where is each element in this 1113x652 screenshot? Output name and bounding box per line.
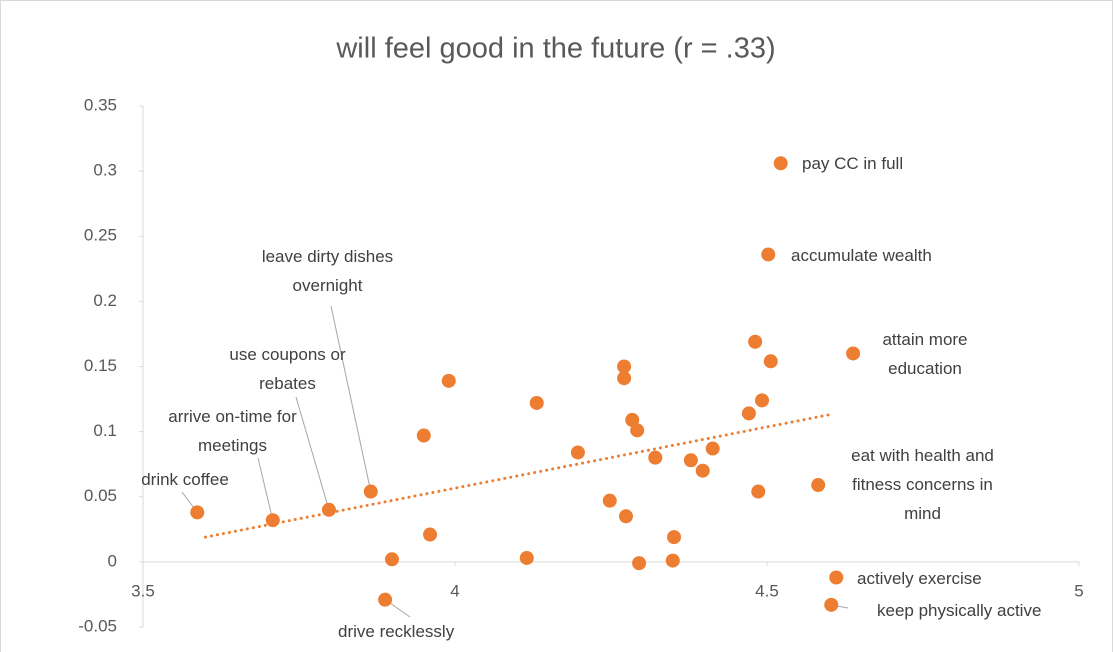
point-label: leave dirty dishes overnight (261, 247, 394, 295)
point (617, 371, 632, 386)
point (384, 552, 399, 567)
point (829, 570, 844, 585)
point (617, 359, 632, 374)
point (602, 493, 617, 508)
point (665, 553, 680, 568)
point (763, 354, 778, 369)
point (265, 513, 280, 528)
x-tick-label: 3.5 (131, 581, 155, 600)
y-tick-label: -0.05 (78, 616, 117, 635)
chart-title: will feel good in the future (r = .33) (335, 33, 775, 65)
y-tick-label: 0.25 (84, 226, 117, 245)
point-label: pay CC in full (802, 154, 904, 173)
leader-line (330, 305, 372, 492)
point-label: actively exercise (857, 569, 982, 588)
point (570, 445, 585, 460)
point (529, 395, 544, 410)
point (625, 412, 640, 427)
point-label: keep physically active (877, 601, 1042, 620)
point (321, 502, 336, 517)
point (751, 484, 766, 499)
point (748, 334, 763, 349)
point (363, 484, 378, 499)
y-tick-label: 0.35 (84, 95, 117, 114)
point (846, 346, 861, 361)
point-label: accumulate wealth (791, 246, 932, 265)
y-tick-label: 0 (108, 551, 117, 570)
point (441, 373, 456, 388)
leader-line (257, 457, 274, 521)
point (378, 592, 393, 607)
point (761, 247, 776, 262)
point (190, 505, 205, 520)
point (741, 406, 756, 421)
y-tick-label: 0.3 (93, 161, 117, 180)
y-tick-label: 0.2 (93, 291, 117, 310)
x-tick-label: 4.5 (755, 581, 779, 600)
point (811, 478, 826, 493)
point (667, 530, 682, 545)
point-label: drink coffee (141, 470, 229, 489)
trendline (203, 413, 831, 539)
point (695, 463, 710, 478)
point (824, 597, 839, 612)
y-tick-label: 0.05 (84, 486, 117, 505)
y-tick-label: 0.15 (84, 356, 117, 375)
leader-line (295, 396, 330, 510)
point (630, 423, 645, 438)
point-label: attain more education (882, 330, 968, 378)
point (423, 527, 438, 542)
point (416, 428, 431, 443)
point (773, 156, 788, 171)
point-label: drive recklessly (338, 622, 455, 641)
point (618, 509, 633, 524)
point (705, 441, 720, 456)
y-tick-label: 0.1 (93, 421, 117, 440)
point-label: use coupons or rebates (229, 345, 346, 393)
x-tick-label: 4 (450, 581, 459, 600)
point (632, 556, 647, 571)
x-tick-label: 5 (1074, 581, 1083, 600)
point (683, 453, 698, 468)
point-label: arrive on-time for meetings (168, 407, 297, 455)
point (519, 550, 534, 565)
point-label: eat with health and fitness concerns in … (851, 446, 994, 523)
point (755, 393, 770, 408)
point (648, 450, 663, 465)
